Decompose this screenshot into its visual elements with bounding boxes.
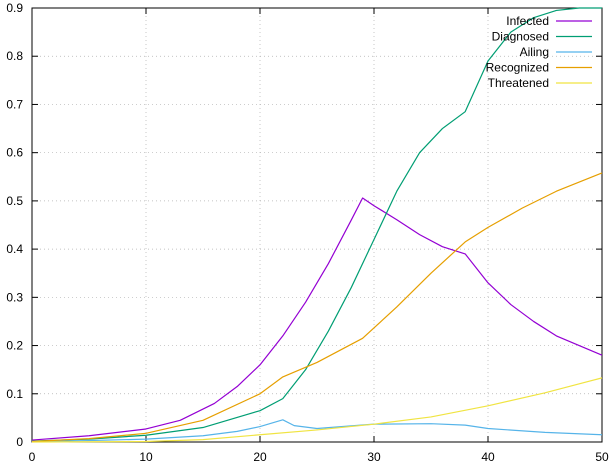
legend-label-recognized: Recognized <box>486 61 549 75</box>
series-line-ailing <box>31 419 603 443</box>
series-line-threatened <box>31 377 603 443</box>
x-tick-label: 0 <box>29 450 36 464</box>
axes-layer: 0 10 20 30 40 50 0 0.1 0.2 0.3 0.4 0.5 0.6 0.7 0.8 0.9 <box>6 1 609 464</box>
y-tick-label: 0.5 <box>6 194 23 208</box>
legend-label-diagnosed: Diagnosed <box>492 30 549 44</box>
y-tick-label: 0.9 <box>6 1 23 15</box>
series-layer <box>31 7 603 443</box>
x-tick-label: 50 <box>595 450 609 464</box>
series-line-diagnosed <box>31 7 602 442</box>
legend-label-threatened: Threatened <box>488 76 549 90</box>
plot-frame <box>31 7 603 443</box>
y-tick-label: 0.8 <box>6 49 23 63</box>
series-line-infected <box>31 197 603 441</box>
y-tick-label: 0 <box>16 435 23 449</box>
y-tick-label: 0.6 <box>6 146 23 160</box>
legend-label-ailing: Ailing <box>520 45 549 59</box>
x-tick-label: 20 <box>253 450 267 464</box>
grid-layer <box>32 8 602 442</box>
series-line-recognized <box>31 172 603 443</box>
y-tick-label: 0.1 <box>6 387 23 401</box>
x-tick-label: 10 <box>139 450 153 464</box>
y-tick-label: 0.2 <box>6 339 23 353</box>
y-tick-label: 0.3 <box>6 290 23 304</box>
y-tick-label: 0.4 <box>6 242 23 256</box>
legend-label-infected: Infected <box>506 14 549 28</box>
y-tick-label: 0.7 <box>6 97 23 111</box>
x-tick-label: 40 <box>481 450 495 464</box>
x-tick-label: 30 <box>367 450 381 464</box>
